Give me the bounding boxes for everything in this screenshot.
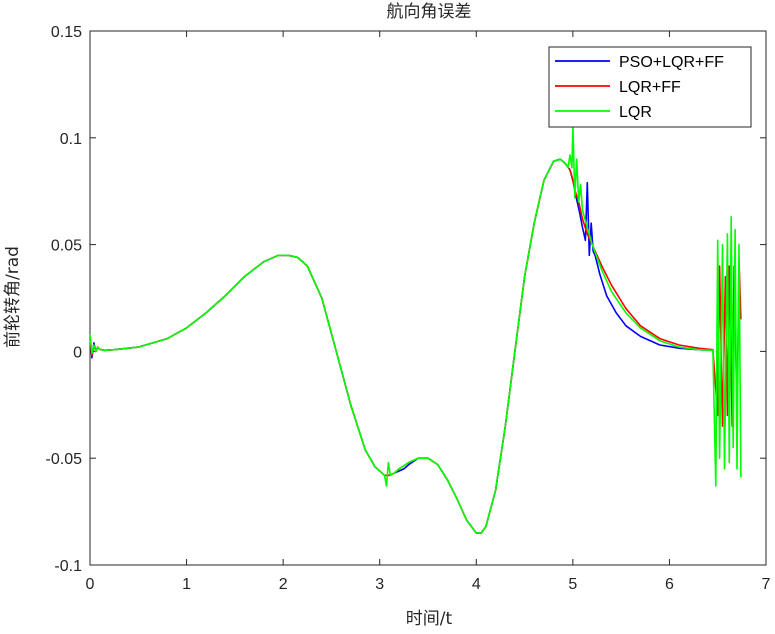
legend: PSO+LQR+FF LQR+FF LQR (548, 46, 752, 128)
legend-label: LQR (619, 104, 652, 121)
legend-label: PSO+LQR+FF (619, 54, 724, 71)
x-tick-label: 1 (182, 576, 191, 593)
series-line-lqr (89, 124, 742, 534)
x-tick-label: 4 (472, 576, 481, 593)
x-tick-label: 6 (665, 576, 674, 593)
y-tick-label: 0.15 (51, 24, 82, 41)
x-tick-label: 5 (568, 576, 577, 593)
x-axis-label: 时间/t (406, 609, 453, 629)
plot-area: 0 1 2 3 4 5 6 7 -0.1 -0.05 0 0.05 0.1 0.15 (46, 24, 771, 593)
chart-title: 航向角误差 (387, 2, 472, 22)
axes-frame (89, 30, 767, 566)
x-tick-label: 0 (86, 576, 95, 593)
y-tick-label: 0.1 (60, 131, 82, 148)
y-tick-label: -0.1 (54, 558, 82, 575)
x-tick-label: 2 (279, 576, 288, 593)
y-tick-label: -0.05 (46, 451, 83, 468)
x-tick-label: 3 (375, 576, 384, 593)
x-tick-label: 7 (762, 576, 771, 593)
legend-label: LQR+FF (619, 79, 681, 96)
y-axis-label: 前轮转角/rad (3, 246, 23, 348)
y-tick-label: 0.05 (51, 238, 82, 255)
y-tick-label: 0 (73, 344, 82, 361)
